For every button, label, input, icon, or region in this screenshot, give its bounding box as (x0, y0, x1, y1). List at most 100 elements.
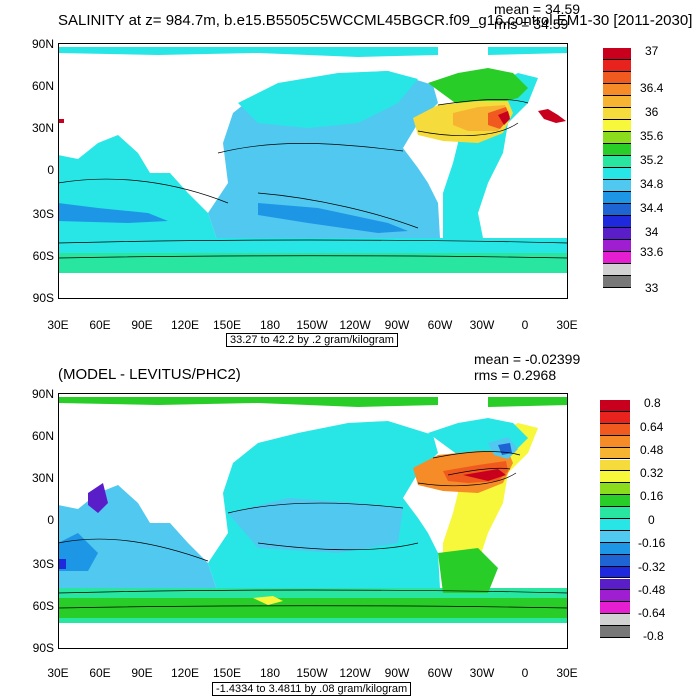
panel2-lon-150w: 150W (296, 666, 328, 680)
colorbar-swatch (603, 108, 631, 120)
colorbar-swatch (603, 252, 631, 264)
colorbar-swatch (603, 240, 631, 252)
panel1-lat-0: 0 (47, 163, 54, 177)
panel1-range-label: 33.27 to 42.2 by .2 gram/kilogram (226, 333, 398, 347)
panel1-lon-60w: 60W (427, 318, 453, 332)
panel2-lat-60n: 60N (31, 429, 54, 443)
panel1-cb-label: 34 (645, 225, 659, 239)
panel1-med-outflow-max (498, 111, 510, 125)
colorbar-swatch (603, 144, 631, 156)
colorbar-swatch (600, 435, 630, 448)
panel1-colorbar (603, 48, 631, 288)
panel1-atlantic-green (428, 68, 528, 105)
panel2-cb-label: -0.48 (638, 583, 666, 597)
panel1-lon-90e: 90E (131, 318, 153, 332)
colorbar-swatch (603, 276, 631, 288)
panel2-lon-180: 180 (259, 666, 281, 680)
colorbar-swatch (600, 447, 630, 460)
colorbar-swatch (600, 411, 630, 424)
panel1-cb-label: 34.4 (640, 201, 664, 215)
colorbar-swatch (600, 530, 630, 543)
panel2-nw-pacific (88, 483, 108, 513)
panel2-lon-120w: 120W (339, 666, 371, 680)
panel1-cb-label: 33 (645, 281, 659, 295)
panel2-colorbar (600, 400, 630, 638)
colorbar-swatch (600, 459, 630, 472)
panel1-cb-label: 36.4 (640, 81, 664, 95)
panel2-lon-0: 0 (521, 666, 529, 680)
panel1-cb-label: 36 (645, 105, 659, 119)
colorbar-swatch (603, 60, 631, 72)
panel1-cb-label: 35.6 (640, 129, 664, 143)
panel1-lat-30n: 30N (31, 121, 54, 135)
panel2-lon-120e: 120E (170, 666, 200, 680)
colorbar-swatch (600, 471, 630, 484)
panel1-cb-label: 33.6 (640, 245, 664, 259)
panel1-red-sea-dot (58, 119, 64, 123)
panel1-mediterranean (538, 109, 566, 123)
panel2-lon-60e: 60E (89, 666, 111, 680)
panel2-cb-label: 0.64 (640, 420, 664, 434)
panel2-map (58, 393, 568, 649)
colorbar-swatch (600, 519, 630, 531)
panel1-lon-150w: 150W (296, 318, 328, 332)
panel2-range-label: -1.4334 to 3.4811 by .08 gram/kilogram (212, 682, 412, 696)
panel2-lon-30w: 30W (469, 666, 495, 680)
colorbar-swatch (603, 168, 631, 180)
colorbar-swatch (600, 626, 630, 638)
panel1-mean: mean = 34.59 (494, 1, 581, 17)
panel2-atlantic-south (438, 548, 498, 593)
panel2-arctic-ocean-east (488, 397, 568, 407)
panel1-lat-60s: 60S (32, 249, 54, 263)
colorbar-swatch (600, 423, 630, 436)
panel1-lon-30e-end: 30E (556, 318, 578, 332)
panel2-lon-90e: 90E (131, 666, 153, 680)
panel2-lon-60w: 60W (427, 666, 453, 680)
panel1-arctic-ocean (58, 47, 438, 57)
panel2-lat-60s: 60S (32, 599, 54, 613)
colorbar-swatch (600, 578, 630, 591)
colorbar-swatch (603, 156, 631, 168)
panel1-lon-150e: 150E (212, 318, 242, 332)
panel1-southern-ocean-band (58, 253, 568, 273)
colorbar-swatch (603, 228, 631, 240)
panel2-lat-30s: 30S (32, 557, 54, 571)
panel2-southern-ocean-green (58, 598, 568, 618)
panel2-cb-label: 0.16 (640, 489, 664, 503)
colorbar-swatch (603, 132, 631, 144)
colorbar-swatch (600, 566, 630, 579)
panel2-lat-90n: 90N (31, 387, 54, 401)
panel2-cb-label: -0.64 (638, 606, 666, 620)
colorbar-swatch (603, 216, 631, 228)
colorbar-swatch (603, 48, 631, 60)
panel1-title: SALINITY at z= 984.7m, b.e15.B5505C5WCCM… (58, 12, 693, 29)
panel1-lon-120w: 120W (339, 318, 371, 332)
panel1-cb-label: 34.8 (640, 177, 664, 191)
panel1-south-pacific-tongue (258, 203, 408, 233)
colorbar-swatch (600, 602, 630, 615)
colorbar-swatch (600, 542, 630, 555)
panel2-antarctica (58, 625, 568, 649)
panel2-lon-90w: 90W (384, 666, 410, 680)
colorbar-swatch (600, 554, 630, 567)
panel1-rms: rms = 34.59 (494, 16, 569, 32)
panel1-map (58, 43, 568, 299)
panel1-lon-0: 0 (521, 318, 529, 332)
panel2-cb-label: 0.32 (640, 466, 664, 480)
panel2-cb-label: -0.16 (638, 536, 666, 550)
colorbar-swatch (603, 84, 631, 96)
panel2-cb-label: 0 (648, 513, 655, 527)
panel2-southern-ocean-yellow (253, 596, 283, 605)
panel2-cb-label: 0.48 (640, 443, 664, 457)
panel1-lon-180: 180 (259, 318, 281, 332)
panel1-lon-30e: 30E (47, 318, 69, 332)
panel2-mean: mean = -0.02399 (474, 351, 581, 367)
panel1-lon-30w: 30W (469, 318, 495, 332)
panel2-cb-label: -0.32 (638, 560, 666, 574)
colorbar-swatch (600, 495, 630, 508)
panel1-lat-90s: 90S (32, 291, 54, 305)
panel1-lon-90w: 90W (384, 318, 410, 332)
panel2-rms: rms = 0.2968 (474, 367, 557, 383)
panel2-lon-30e: 30E (47, 666, 69, 680)
panel1-lat-90n: 90N (31, 37, 54, 51)
